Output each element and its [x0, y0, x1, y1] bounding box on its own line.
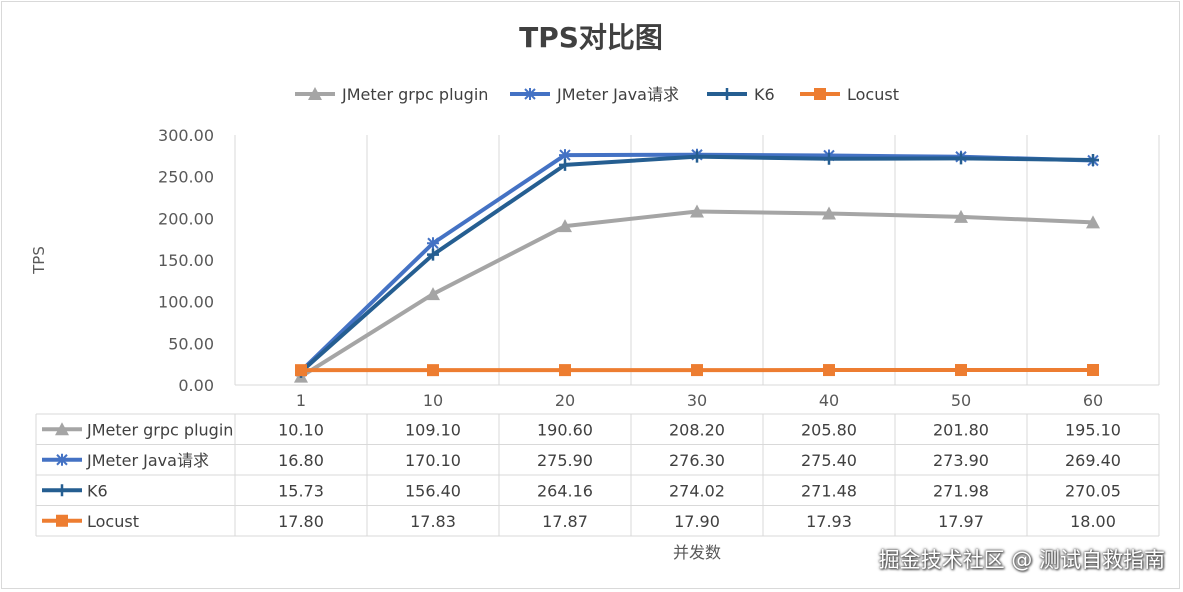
- table-cell-3-1: 17.83: [410, 512, 456, 531]
- table-cell-1-5: 273.90: [933, 451, 989, 470]
- table-cell-2-3: 274.02: [669, 481, 725, 500]
- data-point-0-1: [426, 287, 440, 301]
- data-point-2-3: [691, 150, 703, 163]
- watermark: 掘金技术社区 @ 测试自救指南: [878, 548, 1165, 572]
- x-tick-label: 60: [1083, 391, 1103, 410]
- y-tick-label: 150.00: [158, 251, 214, 270]
- data-point-3-6: [1087, 364, 1099, 376]
- table-cell-0-3: 208.20: [669, 420, 725, 439]
- x-tick-label: 1: [296, 391, 306, 410]
- y-tick-label: 50.00: [168, 334, 214, 353]
- table-series-name-2: K6: [87, 481, 108, 500]
- table-cell-0-1: 109.10: [405, 420, 461, 439]
- table-cell-3-4: 17.93: [806, 512, 852, 531]
- data-point-0-2: [558, 219, 572, 233]
- data-point-3-0: [295, 364, 307, 377]
- legend-marker-2: [721, 88, 733, 100]
- legend-marker-0: [308, 87, 322, 100]
- data-point-2-6: [1087, 153, 1099, 166]
- x-tick-label: 50: [951, 391, 971, 410]
- table-series-name-1: JMeter Java请求: [86, 451, 209, 470]
- data-point-1-1: [427, 237, 439, 250]
- table-cell-3-2: 17.87: [542, 512, 588, 531]
- table-cell-1-1: 170.10: [405, 451, 461, 470]
- table-cell-0-6: 195.10: [1065, 420, 1121, 439]
- data-point-3-1: [427, 364, 439, 377]
- x-tick-label: 40: [819, 391, 839, 410]
- y-tick-label: 250.00: [158, 168, 214, 187]
- data-point-0-3: [690, 204, 704, 218]
- legend-label-0: JMeter grpc plugin: [341, 85, 488, 104]
- y-tick-label: 0.00: [178, 376, 214, 395]
- x-axis-title: 并发数: [673, 543, 721, 562]
- data-point-2-5: [955, 152, 967, 165]
- table-cell-0-5: 201.80: [933, 420, 989, 439]
- table-cell-2-1: 156.40: [405, 481, 461, 500]
- data-point-3-2: [559, 364, 571, 377]
- series-line-0: [299, 209, 1094, 379]
- data-point-2-1: [427, 248, 439, 261]
- legend-label-2: K6: [754, 85, 775, 104]
- x-tick-label: 20: [555, 391, 575, 410]
- table-legend-marker-1: [56, 453, 68, 466]
- table-cell-2-2: 264.16: [537, 481, 593, 500]
- table-cell-0-0: 10.10: [278, 420, 324, 439]
- table-cell-2-5: 271.98: [933, 481, 989, 500]
- table-cell-2-0: 15.73: [278, 481, 324, 500]
- table-legend-marker-0: [55, 422, 69, 436]
- series-line-1: [299, 152, 1094, 373]
- table-series-name-0: JMeter grpc plugin: [86, 420, 233, 439]
- data-point-3-4: [823, 364, 835, 377]
- table-cell-2-6: 270.05: [1065, 481, 1121, 500]
- y-tick-label: 300.00: [158, 126, 214, 145]
- y-axis-title: TPS: [30, 246, 48, 275]
- table-legend-marker-3: [56, 514, 68, 527]
- table-cell-1-0: 16.80: [278, 451, 324, 470]
- table-cell-3-6: 18.00: [1070, 512, 1116, 531]
- x-tick-label: 30: [687, 391, 707, 410]
- table-cell-1-4: 275.40: [801, 451, 857, 470]
- table-cell-3-0: 17.80: [278, 512, 324, 531]
- data-point-1-2: [559, 149, 571, 162]
- table-cell-3-3: 17.90: [674, 512, 720, 531]
- data-point-3-3: [691, 364, 703, 377]
- data-point-0-5: [954, 209, 968, 223]
- data-point-2-4: [823, 152, 835, 165]
- series-line-2: [299, 154, 1094, 374]
- table-cell-1-2: 275.90: [537, 451, 593, 470]
- legend-label-1: JMeter Java请求: [556, 85, 679, 104]
- legend-label-3: Locust: [847, 85, 899, 104]
- table-cell-0-2: 190.60: [537, 420, 593, 439]
- table-legend-marker-2: [56, 484, 68, 497]
- table-series-name-3: Locust: [87, 512, 139, 531]
- table-cell-1-3: 276.30: [669, 451, 725, 470]
- data-point-0-4: [822, 206, 836, 220]
- chart-title: TPS对比图: [519, 21, 663, 54]
- table-cell-3-5: 17.97: [938, 512, 984, 531]
- data-point-2-2: [559, 158, 571, 171]
- table-cell-0-4: 205.80: [801, 420, 857, 439]
- y-tick-label: 200.00: [158, 209, 214, 228]
- data-point-3-5: [955, 364, 967, 377]
- legend-marker-3: [814, 88, 826, 100]
- data-point-0-6: [1086, 215, 1100, 229]
- y-tick-label: 100.00: [158, 293, 214, 312]
- table-cell-1-6: 269.40: [1065, 451, 1121, 470]
- table-cell-2-4: 271.48: [801, 481, 857, 500]
- legend-marker-1: [524, 88, 536, 100]
- x-tick-label: 10: [423, 391, 443, 410]
